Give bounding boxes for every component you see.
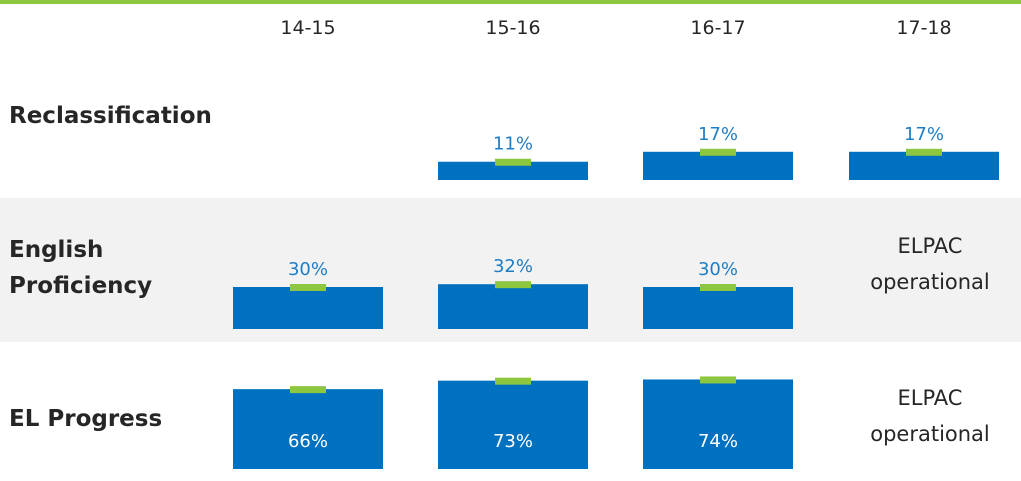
bar-reclassification-15-16 — [438, 161, 588, 180]
column-header-14-15: 14-15 — [280, 17, 335, 39]
column-header-15-16: 15-16 — [485, 17, 540, 39]
data-label-reclassification-15-16: 11% — [493, 134, 533, 155]
row-label-el-progress: EL Progress — [9, 406, 162, 432]
marker-el-progress-16-17 — [700, 376, 736, 384]
missing-note-el-progress-17-18: operational — [870, 422, 990, 446]
column-header-16-17: 16-17 — [690, 17, 745, 39]
data-label-el-progress-15-16: 73% — [493, 431, 533, 452]
row-label-english-proficiency-line2: Proficiency — [9, 273, 152, 299]
marker-reclassification-15-16 — [495, 158, 531, 166]
missing-note-english-proficiency-17-18: operational — [870, 270, 990, 294]
bar-el-progress-14-15 — [233, 389, 383, 469]
column-header-17-18: 17-18 — [896, 17, 951, 39]
marker-reclassification-16-17 — [700, 148, 736, 156]
bar-english-proficiency-16-17 — [643, 287, 793, 329]
marker-el-progress-14-15 — [290, 386, 326, 394]
data-label-english-proficiency-16-17: 30% — [698, 259, 738, 280]
top-accent-rule — [0, 0, 1021, 4]
bar-english-proficiency-15-16 — [438, 284, 588, 329]
data-label-el-progress-14-15: 66% — [288, 431, 328, 452]
data-label-reclassification-17-18: 17% — [904, 124, 944, 145]
marker-el-progress-15-16 — [495, 377, 531, 385]
marker-english-proficiency-16-17 — [700, 284, 736, 291]
data-label-reclassification-16-17: 17% — [698, 124, 738, 145]
data-label-el-progress-16-17: 74% — [698, 431, 738, 452]
bar-english-proficiency-14-15 — [233, 287, 383, 329]
bar-reclassification-16-17 — [643, 151, 793, 180]
row-label-english-proficiency: English — [9, 237, 103, 263]
missing-note-el-progress-17-18: ELPAC — [898, 386, 963, 410]
data-label-english-proficiency-15-16: 32% — [493, 256, 533, 277]
marker-english-proficiency-14-15 — [290, 284, 326, 291]
bar-reclassification-17-18 — [849, 151, 999, 180]
marker-english-proficiency-15-16 — [495, 281, 531, 289]
data-label-english-proficiency-14-15: 30% — [288, 259, 328, 280]
missing-note-english-proficiency-17-18: ELPAC — [898, 234, 963, 258]
row-label-reclassification: Reclassification — [9, 103, 212, 129]
marker-reclassification-17-18 — [906, 148, 942, 156]
bar-el-progress-15-16 — [438, 380, 588, 469]
bar-el-progress-16-17 — [643, 379, 793, 469]
